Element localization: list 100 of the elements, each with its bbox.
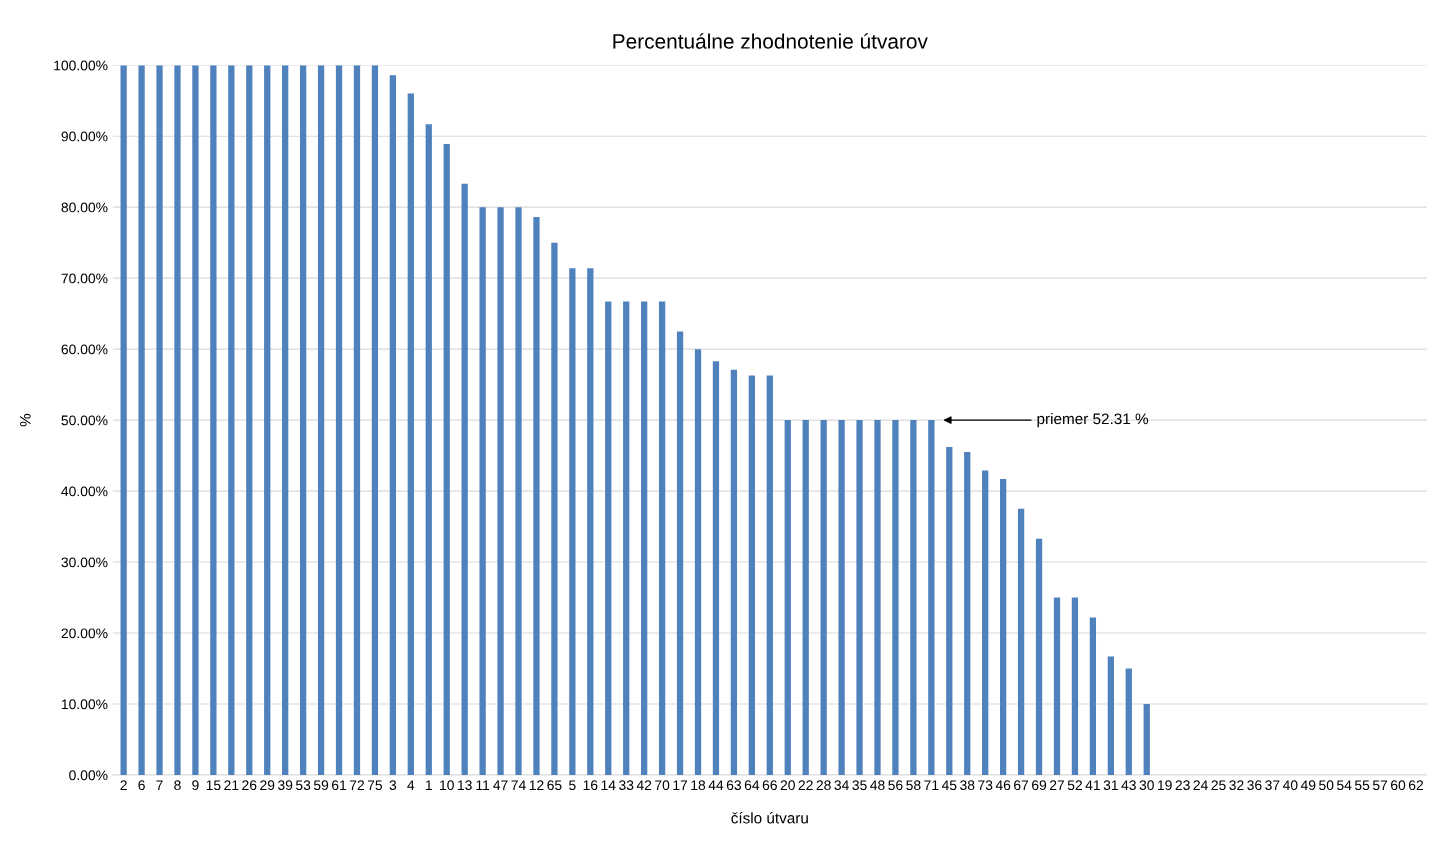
bar bbox=[1107, 656, 1114, 775]
y-tick-label: 100.00% bbox=[54, 60, 108, 71]
y-tick-label: 10.00% bbox=[61, 699, 108, 710]
x-tick-label: 28 bbox=[816, 780, 831, 791]
x-tick-label: 29 bbox=[260, 780, 275, 791]
bar bbox=[694, 349, 702, 775]
x-tick-label: 59 bbox=[313, 780, 329, 791]
y-tick-label: 70.00% bbox=[61, 273, 108, 284]
bar bbox=[407, 93, 414, 775]
x-tick-label: 16 bbox=[583, 780, 598, 791]
bar bbox=[228, 65, 235, 775]
bar bbox=[174, 65, 181, 775]
bar bbox=[192, 65, 199, 775]
y-tick-label: 40.00% bbox=[61, 486, 108, 497]
bar bbox=[605, 301, 612, 775]
x-tick-label: 45 bbox=[941, 780, 957, 791]
x-tick-label: 50 bbox=[1319, 780, 1334, 791]
bar bbox=[874, 420, 881, 775]
y-tick-label: 0.00% bbox=[69, 770, 108, 781]
bar bbox=[479, 207, 486, 775]
x-tick-label: 24 bbox=[1193, 780, 1208, 790]
x-tick-label: 72 bbox=[349, 780, 364, 790]
bar bbox=[766, 375, 773, 775]
bar bbox=[120, 65, 127, 775]
x-tick-label: 66 bbox=[762, 780, 777, 791]
bar bbox=[317, 65, 325, 775]
bar bbox=[1071, 597, 1079, 775]
bar bbox=[712, 361, 720, 775]
x-tick-label: 8 bbox=[174, 780, 181, 791]
x-tick-label: 2 bbox=[120, 780, 127, 790]
bar bbox=[623, 301, 630, 775]
y-tick-label: 50.00% bbox=[61, 415, 108, 426]
bar bbox=[264, 65, 271, 775]
x-tick-label: 46 bbox=[995, 780, 1011, 791]
x-tick-label: 48 bbox=[870, 780, 885, 791]
x-tick-label: 43 bbox=[1121, 780, 1136, 791]
y-tick-label: 30.00% bbox=[61, 557, 108, 568]
x-tick-label: 15 bbox=[206, 780, 221, 791]
x-tick-label: 53 bbox=[295, 780, 311, 791]
bar bbox=[371, 65, 379, 775]
bar bbox=[461, 183, 468, 775]
x-tick-label: 21 bbox=[224, 780, 239, 790]
x-tick-label: 30 bbox=[1139, 780, 1154, 791]
x-tick-label: 12 bbox=[529, 780, 544, 790]
x-tick-label: 62 bbox=[1408, 780, 1423, 791]
bar bbox=[1053, 597, 1061, 775]
bar bbox=[497, 207, 504, 775]
x-tick-label: 22 bbox=[798, 780, 813, 790]
x-tick-label: 11 bbox=[476, 780, 490, 790]
x-tick-label: 27 bbox=[1049, 780, 1065, 790]
x-tick-label: 6 bbox=[138, 780, 145, 791]
bar bbox=[748, 375, 755, 775]
bar bbox=[1035, 538, 1043, 775]
x-tick-label: 36 bbox=[1247, 780, 1262, 791]
bar bbox=[156, 65, 163, 775]
bar bbox=[1143, 704, 1150, 775]
x-tick-label: 41 bbox=[1085, 780, 1100, 790]
bar bbox=[389, 75, 397, 775]
x-tick-label: 4 bbox=[407, 780, 415, 790]
y-tick-label: 60.00% bbox=[61, 344, 108, 355]
y-tick-label: 20.00% bbox=[61, 628, 108, 639]
x-tick-label: 25 bbox=[1211, 780, 1226, 791]
bar bbox=[335, 65, 343, 775]
x-tick-label: 18 bbox=[691, 780, 706, 791]
chart-title: Percentuálne zhodnotenie útvarov bbox=[613, 33, 928, 49]
x-tick-label: 39 bbox=[277, 780, 293, 791]
bar bbox=[138, 65, 145, 775]
bar bbox=[551, 242, 558, 775]
x-tick-label: 74 bbox=[511, 780, 526, 790]
x-tick-label: 75 bbox=[367, 780, 383, 791]
x-tick-label: 47 bbox=[493, 780, 508, 790]
x-tick-label: 17 bbox=[673, 780, 688, 790]
bar bbox=[838, 420, 845, 775]
x-axis-title: číslo útvaru bbox=[731, 812, 808, 824]
bar bbox=[425, 124, 432, 775]
x-tick-label: 58 bbox=[906, 780, 921, 791]
annotation: priemer 52.31 % bbox=[1037, 412, 1149, 428]
x-tick-label: 7 bbox=[156, 780, 163, 790]
bar bbox=[515, 207, 522, 775]
y-tick-label: 80.00% bbox=[61, 202, 108, 213]
x-tick-label: 67 bbox=[1014, 780, 1029, 791]
bar bbox=[802, 420, 809, 775]
bar bbox=[658, 301, 666, 775]
y-axis-title: % bbox=[19, 413, 31, 427]
bar bbox=[784, 420, 791, 775]
x-tick-label: 31 bbox=[1103, 780, 1118, 791]
y-tick-label: 90.00% bbox=[61, 131, 108, 142]
bar bbox=[246, 65, 253, 775]
x-tick-label: 1 bbox=[425, 780, 432, 790]
bar bbox=[1125, 668, 1132, 775]
x-tick-label: 57 bbox=[1372, 780, 1388, 791]
x-tick-label: 49 bbox=[1300, 780, 1316, 791]
bar bbox=[587, 268, 594, 775]
x-tick-label: 37 bbox=[1265, 780, 1280, 791]
bar bbox=[210, 65, 217, 775]
x-tick-label: 19 bbox=[1158, 780, 1172, 791]
x-tick-label: 23 bbox=[1175, 780, 1190, 791]
bar bbox=[1017, 508, 1025, 775]
bar bbox=[730, 369, 738, 775]
bar bbox=[946, 447, 953, 775]
